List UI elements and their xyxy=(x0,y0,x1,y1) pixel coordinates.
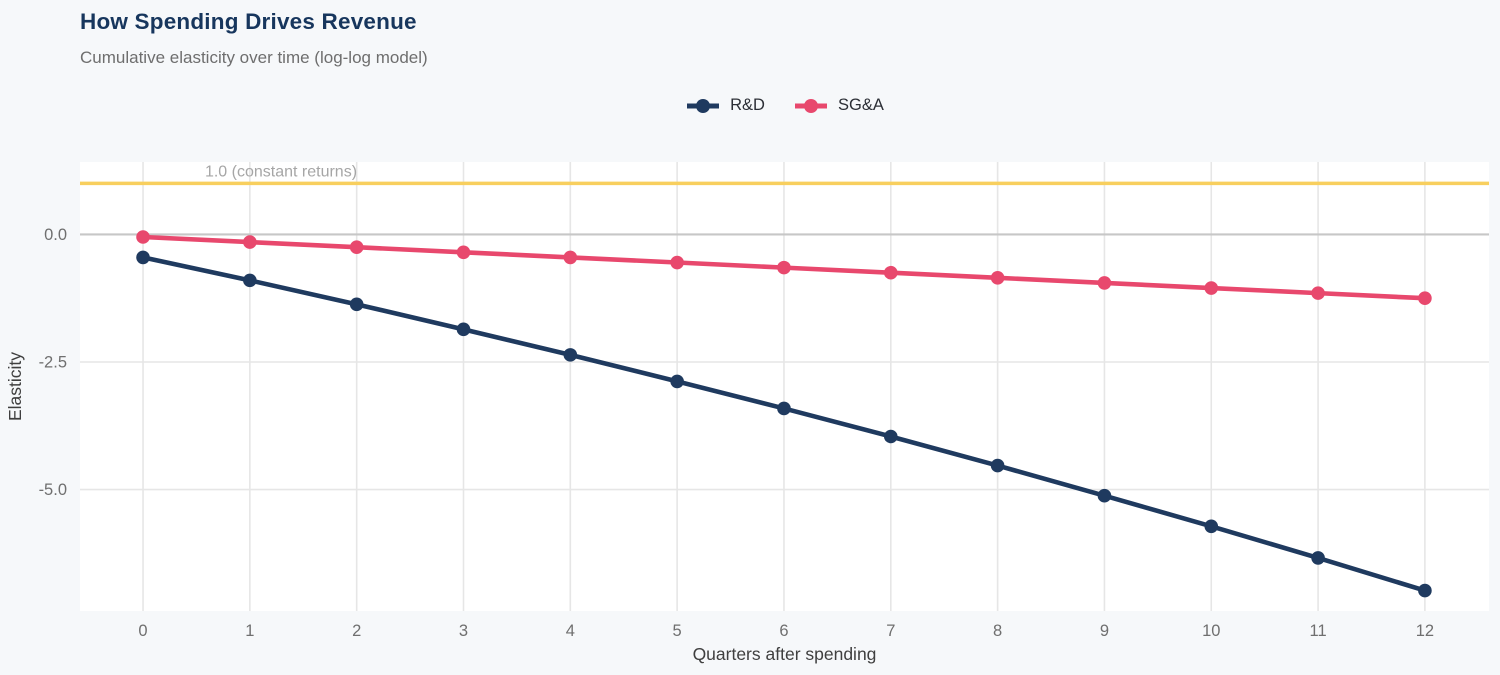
SG&A-point xyxy=(777,260,791,275)
R&D-point xyxy=(563,348,578,362)
R&D-point xyxy=(349,297,364,312)
SG&A-point xyxy=(990,271,1005,285)
x-tick-label: 6 xyxy=(779,622,788,640)
x-tick-label: 10 xyxy=(1202,622,1220,640)
R&D-point xyxy=(1418,583,1432,598)
x-tick-label: 8 xyxy=(993,622,1002,640)
legend-item-sga[interactable]: SG&A xyxy=(793,96,884,115)
SG&A-point xyxy=(136,230,150,244)
R&D-point xyxy=(243,273,257,288)
SG&A-point xyxy=(243,235,257,249)
x-tick-label: 1 xyxy=(245,622,254,640)
SG&A-point xyxy=(1311,286,1325,300)
R&D-point xyxy=(777,401,791,416)
SG&A-point xyxy=(1097,276,1112,290)
SG&A-point xyxy=(1418,291,1432,306)
x-tick-label: 0 xyxy=(138,622,147,640)
R&D-point xyxy=(670,374,684,389)
R&D-point xyxy=(136,250,150,265)
chart-subtitle: Cumulative elasticity over time (log-log… xyxy=(80,48,428,67)
y-tick-label: -5.0 xyxy=(39,481,67,499)
x-tick-label: 7 xyxy=(886,622,895,640)
SG&A-point xyxy=(456,245,471,260)
x-axis-title: Quarters after spending xyxy=(693,644,877,664)
y-tick-label: 0.0 xyxy=(44,226,67,244)
legend-label-sga: SG&A xyxy=(837,96,884,114)
x-tick-label: 2 xyxy=(352,622,361,640)
rd-legend-marker-icon xyxy=(687,98,720,113)
y-axis-title: Elasticity xyxy=(5,352,25,421)
x-tick-label: 11 xyxy=(1310,622,1327,640)
y-tick-label: -2.5 xyxy=(39,354,67,372)
R&D-point xyxy=(1204,519,1219,534)
legend-label-rd: R&D xyxy=(730,96,765,114)
R&D-point xyxy=(990,458,1005,473)
R&D-point xyxy=(456,322,471,337)
SG&A-point xyxy=(1204,281,1219,295)
SG&A-point xyxy=(349,240,364,255)
constant-returns-label: 1.0 (constant returns) xyxy=(205,163,357,180)
x-tick-label: 12 xyxy=(1416,622,1434,640)
R&D-point xyxy=(883,429,898,444)
R&D-point xyxy=(1097,488,1112,503)
SG&A-point xyxy=(670,255,684,270)
sga-legend-marker-icon xyxy=(794,98,827,113)
x-tick-label: 9 xyxy=(1100,622,1109,640)
legend-item-rd[interactable]: R&D xyxy=(685,96,765,115)
chart-title: How Spending Drives Revenue xyxy=(80,9,417,34)
legend: R&D SG&A xyxy=(80,96,1489,115)
SG&A-point xyxy=(563,250,578,265)
R&D-point xyxy=(1311,551,1325,565)
SG&A-point xyxy=(883,265,898,280)
x-tick-label: 5 xyxy=(673,622,682,640)
x-tick-label: 3 xyxy=(459,622,468,640)
x-tick-label: 4 xyxy=(566,622,575,640)
